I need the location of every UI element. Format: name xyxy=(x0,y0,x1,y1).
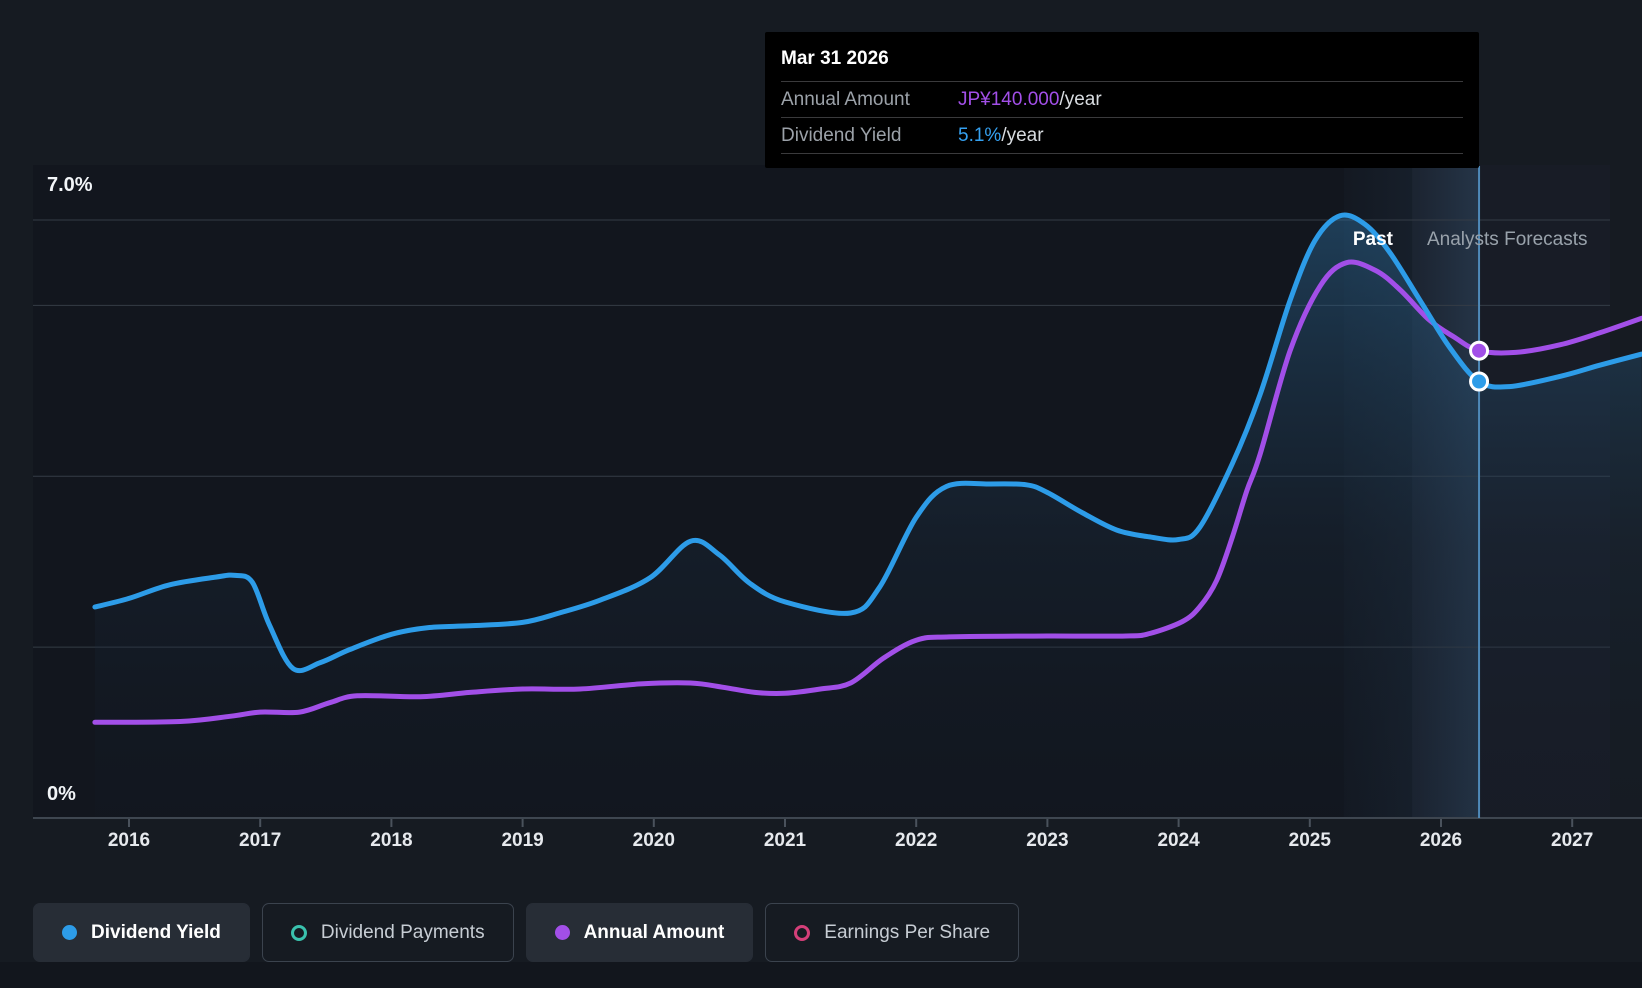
x-axis-label-2020: 2020 xyxy=(632,830,675,851)
annual-amount-swatch-icon xyxy=(554,925,570,940)
earnings-per-share-swatch-icon xyxy=(794,924,811,941)
chart-tooltip: Mar 31 2026 Annual Amount JP¥140.000 /ye… xyxy=(765,32,1479,168)
past-zone-label: Past xyxy=(1352,229,1393,250)
tooltip-label-dividend-yield: Dividend Yield xyxy=(781,125,902,146)
dividend-yield-swatch-icon xyxy=(62,925,77,940)
x-axis-label-2021: 2021 xyxy=(763,830,807,851)
forecast-zone-label: Analysts Forecasts xyxy=(1427,229,1588,250)
tooltip-row-dividend-yield: Dividend Yield 5.1% /year xyxy=(781,118,1463,154)
legend-label-dividend-payments: Dividend Payments xyxy=(320,921,485,943)
tooltip-row-annual-amount: Annual Amount JP¥140.000 /year xyxy=(781,82,1463,118)
legend-label-earnings-per-share: Earnings Per Share xyxy=(824,921,991,943)
x-axis-label-2026: 2026 xyxy=(1419,830,1463,851)
x-axis-label-2018: 2018 xyxy=(370,830,413,851)
bottom-strip xyxy=(0,962,1642,988)
tooltip-value-dividend-yield: 5.1% xyxy=(958,125,1002,146)
x-axis-label-2025: 2025 xyxy=(1288,830,1331,851)
y-axis-label-top: 7.0% xyxy=(47,174,93,196)
legend-label-dividend-yield: Dividend Yield xyxy=(91,921,221,943)
legend-label-annual-amount: Annual Amount xyxy=(583,921,725,943)
tooltip-label-annual-amount: Annual Amount xyxy=(781,89,910,110)
x-axis-label-2023: 2023 xyxy=(1026,830,1069,851)
dividend-yield-area xyxy=(94,214,1642,818)
tooltip-value-annual-amount: JP¥140.000 xyxy=(958,89,1060,110)
x-axis-label-2019: 2019 xyxy=(501,830,544,851)
y-axis-label-bottom: 0% xyxy=(47,783,76,805)
tooltip-date: Mar 31 2026 xyxy=(781,32,1463,82)
hover-marker-annual-amount xyxy=(1469,340,1490,361)
legend-item-annual-amount[interactable]: Annual Amount xyxy=(525,903,754,962)
x-axis-label-2024: 2024 xyxy=(1157,830,1200,851)
legend-item-dividend-yield[interactable]: Dividend Yield xyxy=(33,903,250,962)
x-axis-label-2017: 2017 xyxy=(239,830,282,851)
dividend-yield-line xyxy=(92,212,1642,674)
tooltip-suffix-dividend-yield: /year xyxy=(1001,125,1044,146)
tooltip-suffix-annual-amount: /year xyxy=(1059,89,1102,110)
hover-marker-dividend-yield xyxy=(1469,371,1490,392)
dividend-payments-swatch-icon xyxy=(290,924,307,941)
x-axis-label-2022: 2022 xyxy=(895,830,938,851)
chart-legend: Dividend Yield Dividend Payments Annual … xyxy=(33,903,1020,962)
legend-item-dividend-payments[interactable]: Dividend Payments xyxy=(261,903,514,962)
legend-item-earnings-per-share[interactable]: Earnings Per Share xyxy=(765,903,1020,962)
annual-amount-line xyxy=(92,259,1642,725)
x-axis-label-2027: 2027 xyxy=(1551,830,1594,851)
x-axis-label-2016: 2016 xyxy=(107,830,151,851)
